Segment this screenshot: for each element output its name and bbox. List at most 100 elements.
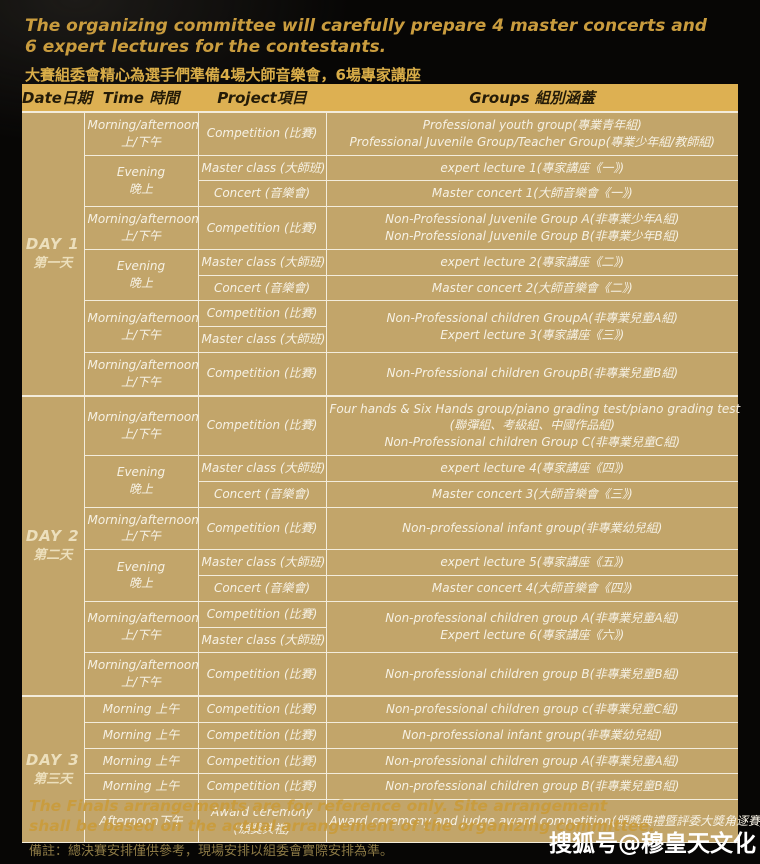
groups-cell: Master concert 3(大師音樂會《三》) (325, 480, 738, 508)
time-text: Afternoon下午 (99, 813, 183, 828)
groups-text: Expert lecture 6(專家講座《六》) (440, 628, 625, 643)
day-label-en: DAY 2 (25, 527, 80, 546)
groups-cell: Non-professional infant group(非專業幼兒組) (325, 506, 738, 551)
groups-cell: expert lecture 1(專家講座《一》) (325, 154, 738, 182)
time-text: 晚上 (128, 276, 153, 291)
time-text: 晚上 (128, 181, 153, 196)
groups-text: Professional youth group(專業青年組) (422, 118, 642, 132)
groups-text: Four hands & Six Hands group/piano gradi… (329, 401, 741, 416)
time-cell: Evening 晚上 (83, 154, 199, 208)
time-text: 晚上 (128, 576, 153, 591)
groups-cell: Award ceremony and judge award competiti… (325, 799, 760, 843)
time-cell: Morning 上午 (83, 747, 199, 775)
project-text: Competition (比賽) (206, 520, 318, 535)
project-text: Concert (音樂會) (213, 280, 311, 295)
project-text: Concert (音樂會) (213, 580, 311, 595)
groups-text: expert lecture 4(專家講座《四》) (440, 460, 625, 475)
time-cell: Morning/afternoon 上/下午 (83, 652, 199, 697)
schedule-table: Date日期 Time 時間 Project項目 Groups 組別涵蓋 DAY… (22, 84, 760, 843)
time-text: 晚上 (128, 482, 153, 497)
time-cell: Morning/afternoon 上/下午 (83, 600, 199, 654)
groups-text: Non-professional children group c(非專業兒童C… (385, 701, 679, 716)
time-text: Morning/afternoon (87, 357, 199, 372)
groups-text: Non-Professional children GroupA(非專業兒童A組… (386, 310, 678, 325)
day-label-zh: 第三天 (33, 771, 73, 787)
groups-text: expert lecture 5(專家講座《五》) (440, 555, 625, 570)
day-label-zh: 第一天 (33, 256, 73, 272)
groups-text: Non-Professional children Group C(非專業兒童C… (384, 435, 681, 450)
groups-cell: Four hands & Six Hands group/piano gradi… (325, 394, 741, 456)
footer-english-line2: shall be based on the actual arrangement… (29, 817, 655, 836)
table-row: Evening 晚上 Master class (大師班) expert lectur… (22, 154, 738, 208)
footer-note: The Finals arrangements are for referenc… (29, 796, 655, 859)
project-text: Competition (比賽) (206, 753, 318, 768)
table-row: Evening 晚上 Master class (大師班) expert lectur… (22, 248, 738, 302)
time-text: Morning/afternoon (87, 611, 199, 626)
project-text: Concert (音樂會) (213, 186, 311, 201)
project-text: Competition (比賽) (206, 418, 318, 433)
day-label-en: DAY 1 (25, 235, 80, 254)
groups-cell: Non-Professional Juvenile Group A(非專業少年A… (325, 206, 738, 250)
day-label-zh: 第二天 (33, 548, 73, 564)
date-column-header: Date日期 (22, 84, 92, 113)
time-text: Morning/afternoon (87, 658, 199, 673)
project-text: (頒獎典禮) (233, 821, 291, 836)
groups-cell: Non-professional children group B(非專業兒童B… (325, 773, 738, 801)
project-text: Concert (音樂會) (213, 486, 311, 501)
project-cell: Master class (大師班) (197, 248, 327, 276)
table-row: Master class (大師班) (22, 326, 738, 353)
time-text: Evening (116, 165, 166, 180)
groups-text: Expert lecture 3(專家講座《三》) (440, 327, 625, 342)
time-column-header: Time 時間 (84, 84, 198, 113)
project-text: Competition (比賽) (206, 727, 318, 742)
groups-text: Master concert 4(大師音樂會《四》) (431, 580, 633, 595)
project-cell: Competition (比賽) (197, 351, 327, 397)
time-cell: Morning 上午 (83, 773, 199, 801)
groups-text: Master concert 3(大師音樂會《三》) (431, 486, 633, 501)
project-cell: Concert (音樂會) (197, 574, 327, 602)
groups-text: Non-Professional Juvenile Group A(非專業少年A… (385, 212, 680, 227)
groups-text: Non-professional children group A(非專業兒童A… (385, 753, 680, 768)
table-row: Concert (音樂會) Master concert 1(大師音樂會《一》) (22, 180, 738, 208)
title-english-line2: 6 expert lectures for the contestants. (25, 37, 387, 58)
time-text: 上/下午 (120, 675, 162, 690)
table-row: Concert (音樂會) Master concert 3(大師音樂會《三》) (22, 480, 738, 508)
table-row: Afternoon下午 Award ceremony (頒獎典禮) Award cer… (22, 799, 760, 843)
time-cell: Afternoon下午 (83, 799, 199, 843)
table-row: Morning 上午 Competition (比賽) Non-profession… (22, 773, 738, 801)
watermark-text: 搜狐号@穆皇天文化 (549, 831, 756, 857)
time-text: Morning/afternoon (87, 212, 199, 227)
time-text: 上/下午 (120, 327, 162, 342)
time-text: Morning/afternoon (87, 409, 199, 424)
groups-text: Non-professional infant group(非專業幼兒組) (402, 520, 663, 535)
groups-text: Master concert 2(大師音樂會《二》) (431, 280, 633, 295)
page-title: The organizing committee will carefully … (25, 16, 707, 85)
time-text: Morning 上午 (102, 753, 180, 768)
project-text: Master class (大師班) (201, 254, 326, 269)
project-text: Master class (大師班) (201, 460, 326, 475)
project-cell: Competition (比賽) (197, 110, 327, 156)
groups-text: expert lecture 2(專家講座《二》) (440, 254, 625, 269)
date-cell: DAY 1 第一天 (22, 111, 85, 397)
groups-text: Award ceremony and judge award competiti… (329, 813, 760, 828)
groups-cell: expert lecture 4(專家講座《四》) (325, 454, 738, 482)
table-row: Morning/afternoon 上/下午 Competition (比賽) Non… (22, 652, 738, 697)
time-cell: Morning/afternoon 上/下午 (83, 394, 199, 456)
project-cell: Competition (比賽) (197, 773, 327, 801)
project-cell: Competition (比賽) (197, 747, 327, 775)
time-text: 上/下午 (120, 228, 162, 243)
table-row: Morning 上午 Competition (比賽) Non-profession… (22, 721, 738, 749)
groups-cell: Non-professional children group A(非專業兒童A… (325, 600, 738, 654)
time-cell: Morning 上午 (83, 694, 199, 723)
project-cell: Competition (比賽) (197, 694, 327, 723)
time-cell: Evening 晚上 (83, 549, 199, 602)
groups-text: Non-Professional children GroupB(非專業兒童B組… (386, 366, 678, 381)
date-cell: DAY 3 第三天 (22, 694, 85, 843)
groups-text: expert lecture 1(專家講座《一》) (440, 160, 625, 175)
groups-column-header: Groups 組別涵蓋 (326, 84, 738, 113)
time-text: 上/下午 (120, 628, 162, 643)
time-cell: Evening 晚上 (83, 248, 199, 302)
project-cell: Competition (比賽) (197, 206, 327, 250)
table-row: DAY 1 第一天 Morning/afternoon 上/下午 Competition… (22, 110, 738, 397)
project-text: Competition (比賽) (206, 606, 318, 621)
